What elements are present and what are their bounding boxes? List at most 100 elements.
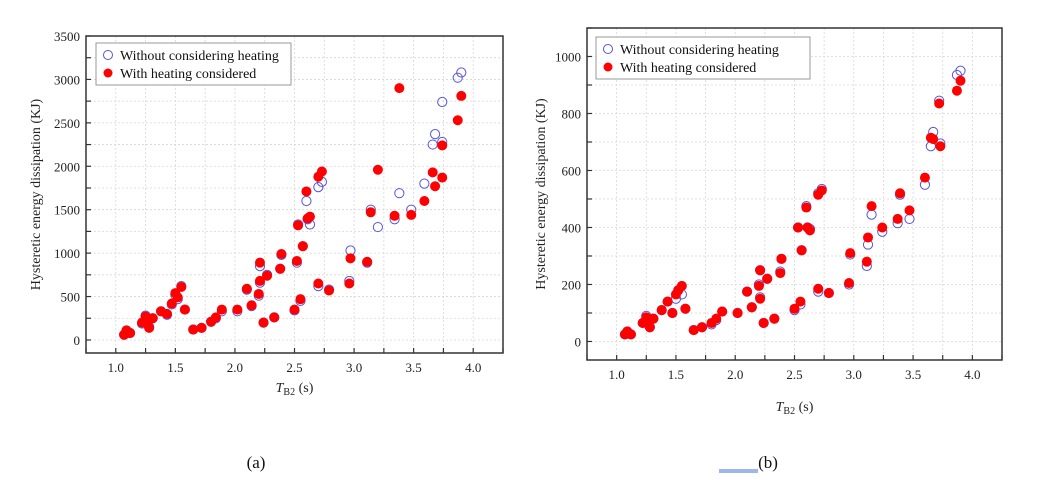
data-point-with-heating xyxy=(955,75,966,86)
data-point-with-heating xyxy=(762,273,773,284)
x-tick-label: 3.0 xyxy=(346,360,362,375)
x-tick-label: 2.5 xyxy=(286,360,302,375)
y-tick-label: 3000 xyxy=(54,72,80,87)
x-tick-label: 3.5 xyxy=(905,367,921,382)
x-tick-label: 1.5 xyxy=(167,360,183,375)
grid-a xyxy=(85,35,504,353)
data-point-with-heating xyxy=(795,296,806,307)
legend-b: Without considering heating With heating… xyxy=(595,36,811,80)
data-point-with-heating xyxy=(755,293,766,304)
data-point-with-heating xyxy=(717,306,728,317)
data-point-with-heating xyxy=(254,257,265,268)
data-point-with-heating xyxy=(625,329,636,340)
data-point-without-heating xyxy=(456,67,467,78)
data-point-with-heating xyxy=(928,134,939,145)
data-point-with-heating xyxy=(179,304,190,315)
series-with-heating-b xyxy=(619,75,966,340)
x-tick-label: 2.5 xyxy=(786,367,802,382)
legend-label-without-heating-a: Without considering heating xyxy=(120,49,279,64)
data-point-with-heating xyxy=(935,141,946,152)
legend-label-without-heating-b: Without considering heating xyxy=(620,43,779,58)
data-point-with-heating xyxy=(456,90,467,101)
data-point-with-heating xyxy=(262,270,273,281)
data-point-with-heating xyxy=(313,278,324,289)
y-tick-label: 400 xyxy=(562,220,582,235)
data-point-with-heating xyxy=(892,213,903,224)
data-point-with-heating xyxy=(667,307,678,318)
data-point-without-heating xyxy=(427,139,438,150)
x-tick-label: 2.0 xyxy=(727,367,743,382)
x-tick-label: 3.0 xyxy=(846,367,862,382)
chart-panel-b: 1.0 1.5 2.0 2.5 3.0 3.5 4.0 0 200 400 600 800 1000 H… xyxy=(534,27,1003,417)
x-axis-title-main-a: T xyxy=(276,381,285,396)
data-point-without-heating xyxy=(437,96,448,108)
data-point-with-heating xyxy=(904,205,915,216)
series-without-heating-b xyxy=(619,65,966,340)
data-point-with-heating xyxy=(258,317,269,328)
data-point-with-heating xyxy=(656,305,667,316)
data-point-with-heating xyxy=(275,263,286,274)
data-point-with-heating xyxy=(389,210,400,221)
data-point-with-heating xyxy=(437,140,448,151)
legend-a: Without considering heating With heating… xyxy=(95,42,292,86)
data-point-without-heating xyxy=(429,129,441,140)
data-point-with-heating xyxy=(452,115,463,126)
data-point-with-heating xyxy=(877,222,888,233)
x-tick-label: 4.0 xyxy=(465,360,481,375)
data-point-with-heating xyxy=(246,300,257,311)
data-point-with-heating xyxy=(301,186,312,197)
data-point-with-heating xyxy=(289,304,300,315)
data-point-with-heating xyxy=(241,283,252,294)
data-point-with-heating xyxy=(254,275,265,286)
y-tick-label: 3500 xyxy=(54,29,80,44)
y-tick-label: 2000 xyxy=(54,159,80,174)
data-point-with-heating xyxy=(769,313,780,324)
x-tick-label: 1.5 xyxy=(668,367,684,382)
y-axis-title-b: Hysteretic energy dissipation (KJ) xyxy=(534,98,549,290)
data-point-with-heating xyxy=(823,288,834,299)
x-tick-label: 1.0 xyxy=(609,367,625,382)
data-point-with-heating xyxy=(813,283,824,294)
x-axis-title-main-b: T xyxy=(776,400,785,415)
data-point-without-heating xyxy=(866,209,877,220)
data-point-with-heating xyxy=(676,280,687,291)
data-point-with-heating xyxy=(680,303,691,314)
data-point-with-heating xyxy=(895,188,906,199)
data-point-without-heating xyxy=(394,188,405,199)
data-point-with-heating xyxy=(866,201,877,212)
data-point-with-heating xyxy=(796,245,807,256)
y-tick-label: 2500 xyxy=(54,116,80,131)
data-point-with-heating xyxy=(697,322,708,333)
data-point-with-heating xyxy=(437,172,448,183)
legend-label-with-heating-b: With heating considered xyxy=(620,61,756,76)
data-point-with-heating xyxy=(804,225,815,236)
data-point-with-heating xyxy=(125,328,136,339)
data-point-with-heating xyxy=(688,325,699,336)
data-point-with-heating xyxy=(276,248,287,259)
data-point-with-heating xyxy=(758,317,769,328)
x-axis-title-b: TB2 (s) xyxy=(776,400,814,417)
caption-b: (b) xyxy=(758,453,778,472)
data-point-with-heating xyxy=(801,202,812,213)
data-point-with-heating xyxy=(753,280,764,291)
data-point-with-heating xyxy=(144,322,155,333)
data-point-with-heating xyxy=(430,181,441,192)
data-point-with-heating xyxy=(406,209,417,220)
data-point-with-heating xyxy=(176,281,187,292)
series-with-heating-a xyxy=(119,83,467,340)
data-point-with-heating xyxy=(951,85,962,96)
data-point-without-heating xyxy=(904,213,915,225)
data-point-with-heating xyxy=(316,166,327,177)
data-point-without-heating xyxy=(372,221,383,233)
data-point-with-heating xyxy=(210,312,221,323)
y-tick-label: 500 xyxy=(61,290,81,305)
data-point-with-heating xyxy=(162,308,173,319)
data-point-with-heating xyxy=(295,294,306,305)
data-point-with-heating xyxy=(291,255,302,266)
data-point-with-heating xyxy=(934,98,945,109)
y-tick-label: 600 xyxy=(562,163,582,178)
data-point-with-heating xyxy=(362,256,373,267)
x-tick-label: 3.5 xyxy=(406,360,422,375)
data-point-with-heating xyxy=(253,288,264,299)
